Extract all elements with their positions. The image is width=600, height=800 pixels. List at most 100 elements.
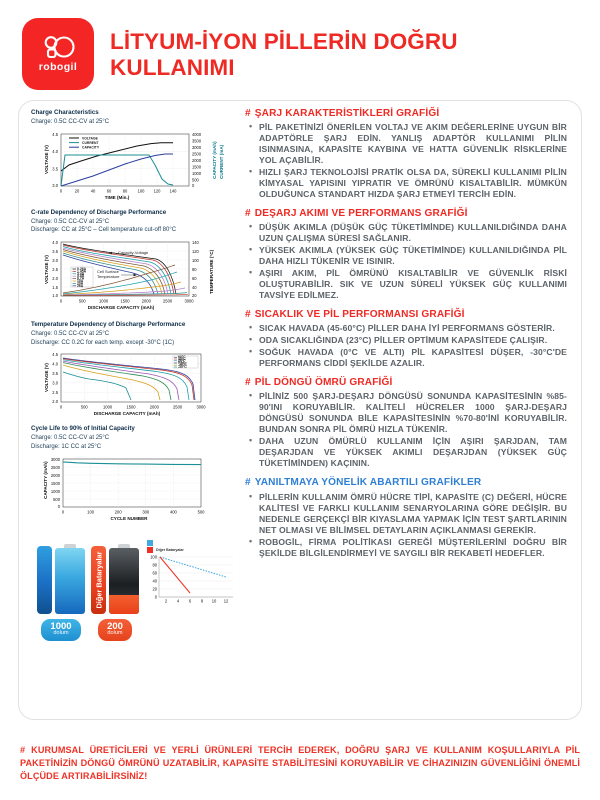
svg-text:3000: 3000: [192, 144, 202, 149]
battery-comparison-graphic: 1000 dolum Diğer Bataryalar: [31, 528, 233, 641]
svg-text:5.8A: 5.8A: [77, 274, 85, 278]
svg-text:3.0: 3.0: [52, 381, 58, 386]
svg-text:CAPACITY (mAh): CAPACITY (mAh): [43, 461, 48, 499]
svg-text:0: 0: [58, 504, 61, 509]
hash-marker: #: [245, 309, 251, 321]
content-card: Charge Characteristics Charge: 0.5C CC-C…: [18, 100, 582, 720]
chart-title: C-rate Dependency of Discharge Performan…: [31, 208, 167, 216]
mini-legend: Diğer Bataryalar: [147, 539, 237, 553]
svg-text:2: 2: [165, 598, 168, 603]
battery-cap: [64, 543, 76, 548]
exaggerated-comparison-chart: Diğer Bataryalar: [145, 538, 237, 609]
battery-body: [109, 547, 139, 614]
svg-text:3.0A: 3.0A: [77, 272, 85, 276]
svg-text:1500: 1500: [120, 299, 130, 304]
chart-canvas: 3000 2500 2000 1500 1000 500 0 0 100 200…: [31, 455, 233, 521]
chart-subtitle: Charge: 0.5C CC-CV at 25°C: [31, 435, 110, 442]
svg-text:26A: 26A: [77, 284, 84, 288]
section-sicaklik-performans: #SICAKLIK VE PİL PERFORMANSI GRAFİĞİ SIC…: [245, 309, 567, 369]
svg-text:1500: 1500: [192, 164, 202, 169]
svg-text:4000: 4000: [192, 131, 202, 136]
svg-text:45°C: 45°C: [178, 357, 186, 361]
svg-text:60: 60: [192, 276, 197, 281]
section-pil-dongu-omru: #PİL DÖNGÜ ÖMRÜ GRAFİĞİ PİLİNİZ 500 ŞARJ…: [245, 377, 567, 469]
svg-text:20A: 20A: [77, 281, 84, 285]
svg-text:2500: 2500: [163, 299, 173, 304]
battery-good-bar: [37, 545, 52, 614]
mini-line-chart: 100 80 60 40 20 0 2 4 6 8 10 12: [150, 554, 233, 603]
svg-text:2500: 2500: [192, 151, 202, 156]
page-title: LİTYUM-İYON PİLLERİN DOĞRU KULLANIMI: [110, 29, 458, 80]
chart-charge-characteristics: Charge Characteristics Charge: 0.5C CC-C…: [31, 109, 233, 202]
chart-temperature-dependency: Temperature Dependency of Discharge Perf…: [31, 321, 233, 418]
bullet-list: DÜŞÜK AKIMLA (DÜŞÜK GÜÇ TÜKETİMİNDE) KUL…: [245, 221, 567, 301]
list-item: SICAK HAVADA (45-60°C) PİLLER DAHA İYİ P…: [245, 322, 567, 334]
list-item: DÜŞÜK AKIMLA (DÜŞÜK GÜÇ TÜKETİMİNDE) KUL…: [245, 221, 567, 244]
battery-fill-level: [109, 595, 139, 614]
svg-text:80: 80: [192, 267, 197, 272]
chart-subtitle: Charge: 0.5C CC-CV at 25°C: [31, 331, 110, 338]
chart-title: Cycle Life to 90% of Initial Capacity: [31, 425, 135, 433]
chart-subtitle-2: Discharge: CC at 25°C – Cell temperature…: [31, 227, 177, 234]
svg-text:20: 20: [192, 293, 197, 298]
svg-text:12: 12: [224, 598, 229, 603]
svg-text:2000: 2000: [51, 473, 61, 478]
svg-text:TEMPERATURE (°C): TEMPERATURE (°C): [209, 249, 214, 294]
svg-text:CAPACITY: CAPACITY: [82, 145, 100, 149]
svg-text:400: 400: [170, 509, 178, 514]
svg-text:2000: 2000: [150, 405, 160, 410]
chart-subtitle-2: Discharge: CC 0.2C for each temp. except…: [31, 339, 175, 346]
battery-other-cell: [109, 543, 139, 614]
charts-column: Charge Characteristics Charge: 0.5C CC-C…: [19, 101, 237, 719]
heading-text: PİL DÖNGÜ ÖMRÜ GRAFİĞİ: [254, 377, 393, 389]
svg-text:8.7A: 8.7A: [77, 277, 85, 281]
svg-text:500: 500: [79, 299, 87, 304]
svg-text:2500: 2500: [173, 405, 183, 410]
legend-item: [147, 539, 237, 546]
svg-text:20: 20: [75, 188, 80, 193]
svg-text:10A: 10A: [77, 279, 84, 283]
svg-text:3.0: 3.0: [52, 258, 58, 263]
badge-unit: dolum: [53, 630, 69, 637]
svg-text:23°C: 23°C: [178, 359, 186, 363]
svg-text:0: 0: [155, 594, 158, 599]
chart-canvas: 60°C 45°C 23°C 0°C -10°C -20°C -30°C 4.5…: [31, 350, 233, 418]
svg-text:10: 10: [212, 598, 217, 603]
svg-text:2.0: 2.0: [52, 276, 58, 281]
svg-text:Temperature: Temperature: [97, 274, 120, 279]
chart-subtitle: Charge: 0.5C CC-CV at 25°C: [31, 218, 110, 225]
legend-label: Diğer Bataryalar: [156, 547, 184, 552]
list-item: AŞIRI AKIM, PİL ÖMRÜNÜ KISALTABİLİR VE G…: [245, 267, 567, 301]
chart-c-rate-dependency: C-rate Dependency of Discharge Performan…: [31, 209, 233, 314]
chart-subtitle: Charge: 0.5C CC-CV at 25°C: [31, 118, 110, 125]
chart-canvas: VOLTAGE CURRENT CAPACITY 4.5 4.0 3.5 3.0…: [31, 130, 233, 202]
robogil-circles-icon: [44, 36, 75, 59]
svg-text:6: 6: [189, 598, 192, 603]
svg-text:40: 40: [91, 188, 96, 193]
list-item: YÜKSEK AKIMLA (YÜKSEK GÜÇ TÜKETİMİNDE) K…: [245, 244, 567, 267]
svg-text:60°C: 60°C: [178, 356, 186, 360]
battery-body: [55, 547, 85, 614]
heading-text: SICAKLIK VE PİL PERFORMANSI GRAFİĞİ: [254, 309, 465, 321]
svg-text:4.5: 4.5: [52, 352, 58, 357]
battery-other-bar: Diğer Bataryalar: [91, 545, 106, 614]
list-item: SOĞUK HAVADA (0°C VE ALTI) PİL KAPASİTES…: [245, 346, 567, 369]
section-heading: # DEŞARJ AKIMI VE PERFORMANS GRAFİĞİ: [245, 208, 567, 220]
svg-text:500: 500: [53, 497, 61, 502]
hash-marker: #: [245, 208, 251, 220]
list-item: ODA SICAKLIĞINDA (23°C) PİLLER OPTİMUM K…: [245, 334, 567, 346]
badge-value: 200: [107, 620, 123, 632]
svg-text:4.0: 4.0: [52, 149, 58, 154]
poster-header: robogil LİTYUM-İYON PİLLERİN DOĞRU KULLA…: [0, 0, 600, 96]
svg-text:VOLTAGE: VOLTAGE: [82, 136, 99, 140]
section-desarj-akimi: #DEŞARJ AKIMI VE PERFORMANS GRAFİĞİ DÜŞÜ…: [245, 208, 567, 301]
brand-wordmark: robogil: [38, 61, 78, 74]
svg-text:CURRENT (mA): CURRENT (mA): [219, 144, 224, 179]
bullet-list: SICAK HAVADA (45-60°C) PİLLER DAHA İYİ P…: [245, 322, 567, 369]
chart-cycle-life: Cycle Life to 90% of Initial Capacity Ch…: [31, 425, 233, 520]
section-heading: # PİL DÖNGÜ ÖMRÜ GRAFİĞİ: [245, 377, 567, 389]
svg-text:VOLTAGE (V): VOLTAGE (V): [44, 255, 49, 284]
svg-text:1.45A: 1.45A: [77, 269, 87, 273]
text-column: #ŞARJ KARAKTERİSTİKLERİ GRAFİĞİ PİL PAKE…: [237, 101, 581, 719]
